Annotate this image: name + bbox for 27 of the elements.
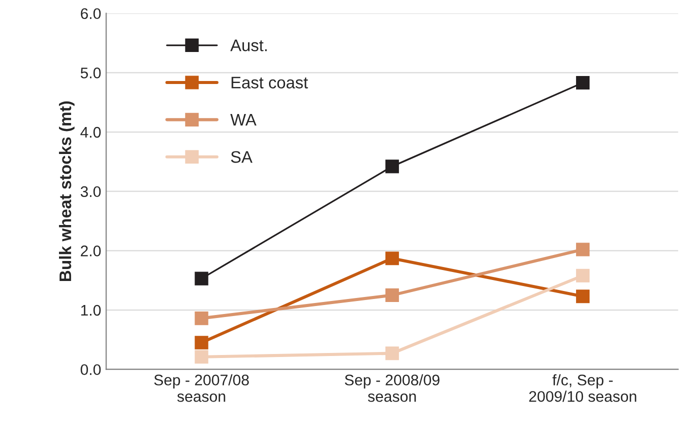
x-tick-label: Sep - 2007/08 season	[154, 374, 249, 402]
point	[385, 288, 399, 302]
y-tick-label: 0.0	[80, 364, 101, 376]
point	[576, 76, 590, 90]
point	[194, 336, 208, 350]
x-tick-label: f/c, Sep - 2009/10 season	[529, 374, 636, 402]
legend-label: WA	[230, 114, 256, 126]
point	[194, 350, 208, 364]
point	[194, 272, 208, 286]
point	[385, 252, 399, 266]
y-tick-label: 6.0	[80, 8, 101, 20]
legend-label: Aust.	[230, 40, 267, 52]
y-tick-label: 1.0	[81, 304, 101, 316]
point	[385, 160, 399, 174]
y-tick-label: 5.0	[80, 68, 101, 78]
y-tick-label: 4.0	[80, 126, 101, 138]
legend-label: SA	[231, 151, 252, 163]
point	[576, 290, 590, 304]
y-axis-title: Bulk wheat stocks (mt)	[58, 101, 75, 281]
x-tick-label: Sep - 2008/09 season	[344, 374, 440, 402]
legend-label: East coast	[232, 76, 308, 88]
point	[385, 346, 399, 360]
y-tick-label: 3.0	[80, 186, 101, 198]
y-tick-label: 2.0	[80, 246, 101, 256]
point	[576, 242, 590, 256]
point	[576, 268, 590, 282]
point	[194, 312, 208, 326]
